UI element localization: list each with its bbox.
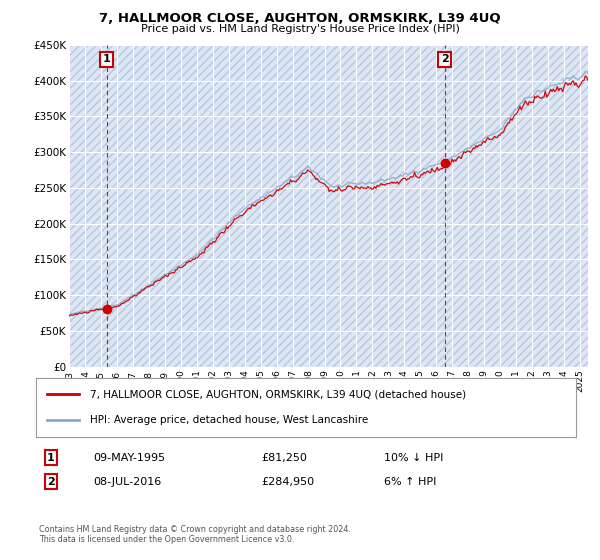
Text: 7, HALLMOOR CLOSE, AUGHTON, ORMSKIRK, L39 4UQ (detached house): 7, HALLMOOR CLOSE, AUGHTON, ORMSKIRK, L3… [90,389,466,399]
Text: 08-JUL-2016: 08-JUL-2016 [93,477,161,487]
Text: 1: 1 [47,452,55,463]
Text: 6% ↑ HPI: 6% ↑ HPI [384,477,436,487]
Text: 2: 2 [47,477,55,487]
Text: £81,250: £81,250 [261,452,307,463]
Text: 09-MAY-1995: 09-MAY-1995 [93,452,165,463]
Text: 1: 1 [103,54,110,64]
Text: 2: 2 [441,54,448,64]
Text: HPI: Average price, detached house, West Lancashire: HPI: Average price, detached house, West… [90,416,368,426]
Text: Contains HM Land Registry data © Crown copyright and database right 2024.
This d: Contains HM Land Registry data © Crown c… [39,525,351,544]
Text: 10% ↓ HPI: 10% ↓ HPI [384,452,443,463]
Text: £284,950: £284,950 [261,477,314,487]
Text: Price paid vs. HM Land Registry's House Price Index (HPI): Price paid vs. HM Land Registry's House … [140,24,460,34]
Text: 7, HALLMOOR CLOSE, AUGHTON, ORMSKIRK, L39 4UQ: 7, HALLMOOR CLOSE, AUGHTON, ORMSKIRK, L3… [99,12,501,25]
